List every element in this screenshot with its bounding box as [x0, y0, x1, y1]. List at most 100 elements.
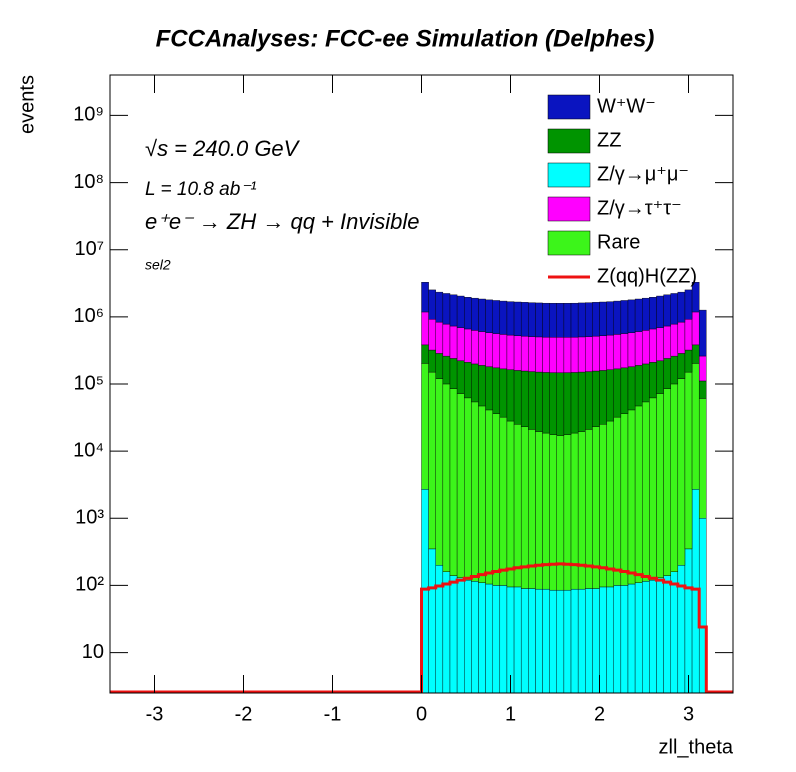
histogram-bar — [499, 368, 508, 418]
histogram-bar — [456, 577, 465, 694]
histogram-bar — [528, 588, 536, 694]
histogram-bar — [535, 302, 543, 338]
histogram-bar — [677, 353, 686, 379]
histogram-bar — [620, 367, 629, 414]
histogram-bar — [478, 405, 486, 583]
legend-swatch — [547, 162, 591, 188]
histogram-bar — [649, 297, 657, 330]
x-tick-label: 3 — [683, 703, 694, 725]
histogram-bar — [485, 366, 493, 411]
histogram-bar — [613, 585, 622, 694]
y-tick-label: 10⁷ — [75, 238, 104, 260]
histogram-bar — [449, 575, 458, 694]
histogram-bar — [428, 289, 436, 320]
legend-label: Z/γ→μ⁺μ⁻ — [597, 163, 689, 185]
histogram-bar — [613, 416, 622, 586]
histogram-bar — [456, 327, 465, 361]
histogram-bar — [471, 363, 479, 403]
histogram-bar — [513, 335, 522, 371]
histogram-bar — [670, 571, 679, 694]
x-tick-label: 1 — [505, 703, 516, 725]
histogram-bar — [649, 397, 657, 581]
annotation: sel2 — [145, 257, 171, 273]
histogram-bar — [585, 302, 593, 337]
histogram-bar — [520, 588, 529, 694]
histogram-bar — [620, 413, 629, 586]
histogram-bar — [435, 321, 444, 354]
histogram-bar — [549, 434, 557, 591]
histogram-bar — [556, 303, 565, 338]
x-axis-label: zll_theta — [659, 736, 734, 758]
x-tick-label: -1 — [324, 703, 342, 725]
histogram-bar — [577, 302, 586, 338]
annotation: √s = 240.0 GeV — [145, 136, 301, 161]
histogram-bar — [670, 355, 679, 385]
histogram-bar — [542, 588, 550, 694]
histogram-bar — [592, 426, 600, 589]
histogram-bar — [520, 302, 529, 337]
histogram-bar — [613, 300, 622, 335]
histogram-bar — [627, 409, 636, 585]
histogram-bar — [592, 370, 600, 427]
histogram-bar — [563, 434, 572, 591]
histogram-bar — [585, 588, 593, 694]
histogram-bar — [627, 299, 636, 333]
histogram-bar — [556, 435, 565, 591]
histogram-bar — [627, 332, 636, 367]
histogram-bar — [592, 588, 600, 694]
histogram-bar — [506, 301, 515, 336]
histogram-bar — [613, 334, 622, 370]
histogram-bar — [428, 371, 436, 550]
histogram-bar — [528, 336, 536, 372]
histogram-bar — [670, 293, 679, 325]
histogram-bar — [698, 309, 707, 357]
annotation: e⁺e⁻ → ZH → qq + Invisible — [145, 209, 420, 234]
histogram-bar — [492, 585, 501, 694]
histogram-bar — [570, 372, 579, 434]
histogram-bar — [606, 420, 614, 588]
histogram-bar — [542, 336, 550, 373]
histogram-bar — [421, 311, 429, 346]
histogram-bar — [577, 588, 586, 694]
histogram-bar — [649, 328, 657, 363]
histogram-bar — [528, 302, 536, 337]
x-tick-label: -2 — [235, 703, 253, 725]
histogram-bar — [656, 295, 664, 328]
histogram-bar — [656, 327, 664, 361]
histogram-bar — [691, 281, 700, 313]
histogram-bar — [499, 300, 508, 335]
histogram-bar — [620, 333, 629, 369]
histogram-bar — [663, 294, 671, 327]
histogram-bar — [691, 363, 700, 490]
x-tick-label: 2 — [594, 703, 605, 725]
histogram-bar — [499, 585, 508, 694]
histogram-bar — [585, 336, 593, 372]
histogram-bar — [513, 424, 522, 588]
y-tick-label: 10² — [75, 574, 104, 596]
histogram-bar — [570, 302, 579, 338]
histogram-bar — [691, 344, 700, 364]
histogram-bar — [520, 426, 529, 589]
histogram-bar — [656, 577, 664, 694]
y-tick-label: 10⁹ — [73, 104, 104, 126]
legend-swatch — [547, 128, 591, 154]
histogram-bar — [485, 583, 493, 694]
histogram-bar — [613, 368, 622, 418]
histogram-bar — [698, 380, 707, 399]
legend-label: Z(qq)H(ZZ) — [597, 265, 697, 287]
histogram-bar — [421, 344, 429, 364]
histogram-bar — [634, 331, 643, 366]
histogram-bar — [485, 299, 493, 333]
legend-label: W⁺W⁻ — [597, 95, 656, 117]
legend-swatch — [547, 196, 591, 222]
histogram-bar — [563, 372, 572, 435]
histogram-bar — [656, 360, 664, 394]
histogram-bar — [656, 393, 664, 578]
histogram-bar — [449, 325, 458, 359]
histogram-bar — [520, 370, 529, 427]
histogram-bar — [698, 398, 707, 519]
y-tick-label: 10⁴ — [73, 439, 104, 461]
legend-label: Z/γ→τ⁺τ⁻ — [597, 197, 682, 219]
histogram-bar — [592, 302, 600, 337]
histogram-bar — [478, 365, 486, 407]
